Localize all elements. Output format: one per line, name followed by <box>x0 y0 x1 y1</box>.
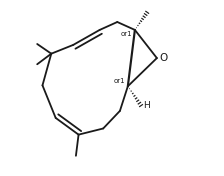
Text: H: H <box>143 101 150 110</box>
Text: O: O <box>159 53 167 63</box>
Text: or1: or1 <box>121 31 132 37</box>
Text: or1: or1 <box>114 78 125 84</box>
